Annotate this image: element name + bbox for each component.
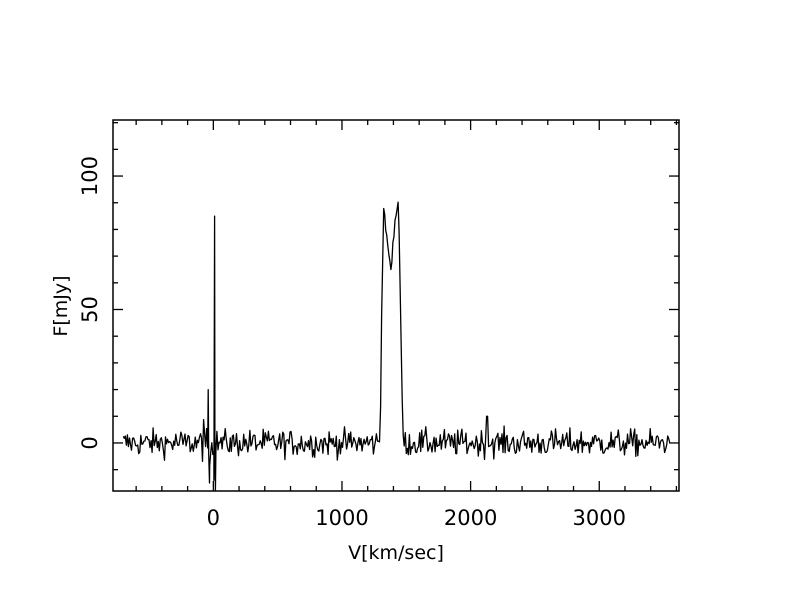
x-tick-label: 2000 <box>444 506 497 530</box>
y-tick-label: 50 <box>78 296 102 323</box>
x-tick-label: 3000 <box>573 506 626 530</box>
x-tick-label: 0 <box>207 506 220 530</box>
y-tick-label: 0 <box>78 436 102 449</box>
y-tick-labels: 0 50 100 <box>78 156 102 450</box>
y-axis-label: F[mJy] <box>50 275 72 336</box>
x-tick-labels: 0 1000 2000 3000 <box>207 506 626 530</box>
axis-ticks <box>113 120 679 491</box>
y-tick-label: 100 <box>78 156 102 196</box>
spectrum-line <box>122 201 671 492</box>
plot-frame <box>112 119 680 492</box>
x-axis-label: V[km/sec] <box>348 542 444 564</box>
x-tick-label: 1000 <box>315 506 368 530</box>
